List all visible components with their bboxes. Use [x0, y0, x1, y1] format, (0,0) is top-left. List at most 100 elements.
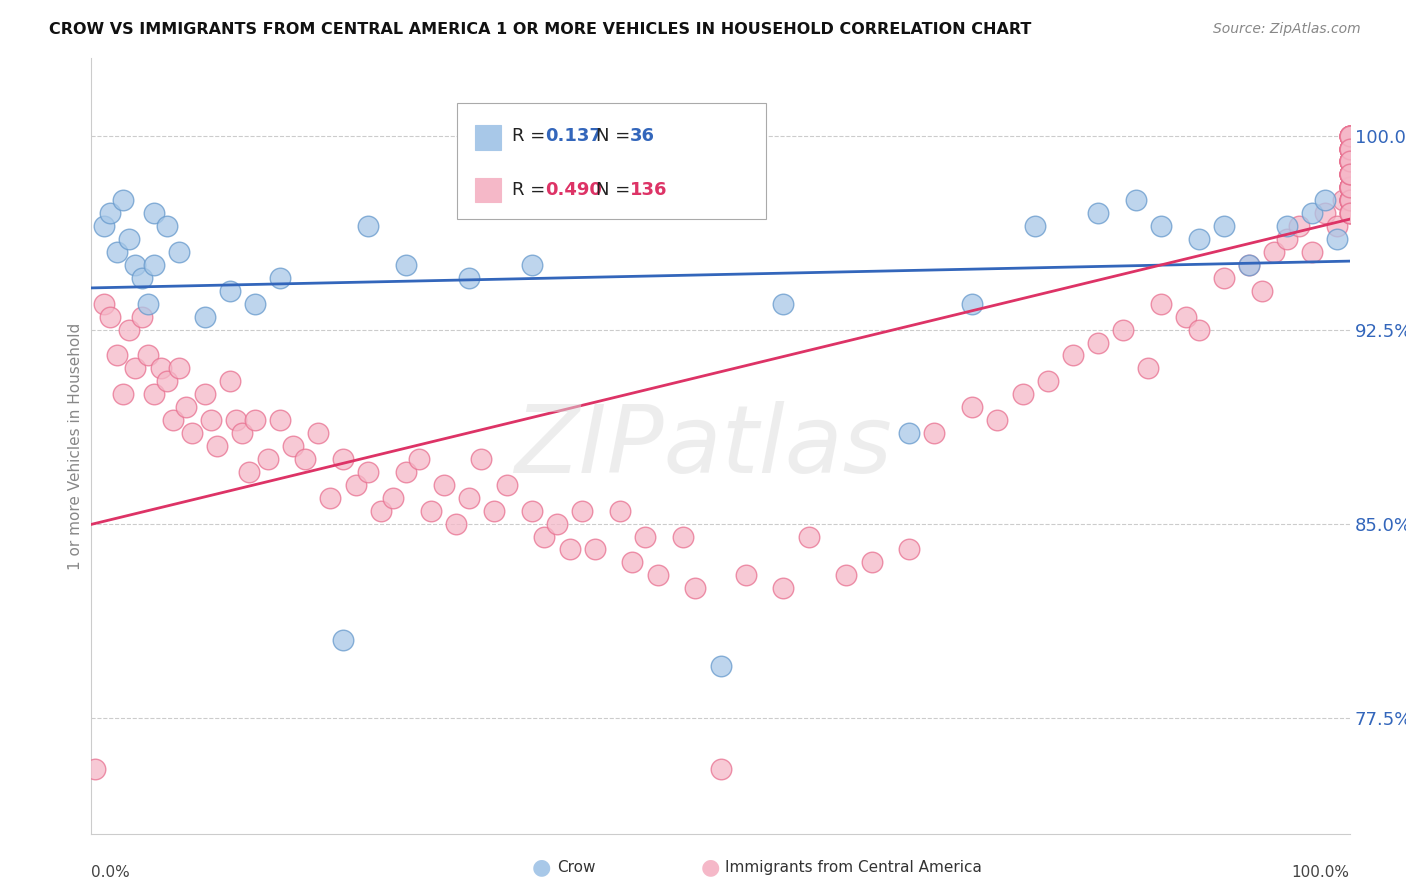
- Point: [1339, 180, 1361, 194]
- Point: [124, 258, 146, 272]
- Point: [1326, 232, 1348, 246]
- Point: [1024, 219, 1046, 233]
- Point: [1313, 193, 1336, 207]
- Point: [143, 258, 166, 272]
- Point: [609, 503, 631, 517]
- Point: [319, 491, 342, 505]
- Text: CROW VS IMMIGRANTS FROM CENTRAL AMERICA 1 OR MORE VEHICLES IN HOUSEHOLD CORRELAT: CROW VS IMMIGRANTS FROM CENTRAL AMERICA …: [49, 22, 1032, 37]
- Point: [1339, 154, 1361, 169]
- Point: [1275, 219, 1298, 233]
- Point: [174, 400, 197, 414]
- Point: [647, 568, 669, 582]
- Point: [546, 516, 568, 531]
- Point: [482, 503, 505, 517]
- Point: [1011, 387, 1033, 401]
- Point: [1339, 180, 1361, 194]
- Point: [1339, 154, 1361, 169]
- Point: [1339, 154, 1361, 169]
- Point: [898, 542, 921, 557]
- Point: [136, 296, 159, 310]
- Point: [169, 244, 191, 259]
- Point: [1339, 168, 1361, 182]
- Point: [1339, 206, 1361, 220]
- Point: [520, 258, 543, 272]
- Point: [986, 413, 1008, 427]
- Point: [1036, 374, 1059, 388]
- Text: 0.0%: 0.0%: [91, 865, 131, 880]
- Point: [860, 555, 883, 569]
- Point: [194, 310, 217, 324]
- Point: [962, 296, 984, 310]
- Point: [307, 425, 329, 440]
- Point: [1339, 154, 1361, 169]
- Point: [1150, 219, 1173, 233]
- Point: [1339, 168, 1361, 182]
- Point: [111, 193, 134, 207]
- Point: [685, 581, 707, 595]
- Point: [269, 270, 291, 285]
- Point: [1326, 219, 1348, 233]
- Point: [143, 387, 166, 401]
- Point: [1263, 244, 1285, 259]
- Point: [143, 206, 166, 220]
- Text: N =: N =: [596, 128, 636, 145]
- Point: [1339, 142, 1361, 156]
- Point: [924, 425, 946, 440]
- Point: [1339, 193, 1361, 207]
- Point: [231, 425, 253, 440]
- Point: [243, 413, 266, 427]
- Point: [709, 658, 731, 673]
- Point: [84, 762, 107, 776]
- Point: [1313, 206, 1336, 220]
- Point: [1339, 154, 1361, 169]
- Point: [1188, 322, 1211, 336]
- Point: [1339, 206, 1361, 220]
- Point: [200, 413, 222, 427]
- Point: [256, 451, 278, 466]
- Point: [1339, 142, 1361, 156]
- Text: 0.490: 0.490: [546, 181, 602, 199]
- Point: [1175, 310, 1198, 324]
- Point: [772, 296, 794, 310]
- Text: ●: ●: [700, 857, 720, 877]
- Point: [1339, 128, 1361, 143]
- Point: [169, 361, 191, 376]
- Point: [583, 542, 606, 557]
- Point: [98, 310, 121, 324]
- Point: [1339, 142, 1361, 156]
- Point: [93, 219, 115, 233]
- Point: [370, 503, 392, 517]
- Point: [98, 206, 121, 220]
- Text: ZIPatlas: ZIPatlas: [515, 401, 891, 491]
- Point: [1301, 244, 1323, 259]
- Point: [1339, 128, 1361, 143]
- Point: [1339, 154, 1361, 169]
- Point: [118, 322, 141, 336]
- Point: [1125, 193, 1147, 207]
- Point: [1237, 258, 1260, 272]
- Point: [105, 348, 128, 362]
- Point: [1275, 232, 1298, 246]
- Point: [797, 530, 820, 544]
- Point: [1212, 270, 1236, 285]
- Point: [634, 530, 657, 544]
- Point: [149, 361, 172, 376]
- Point: [1339, 128, 1361, 143]
- Point: [1339, 193, 1361, 207]
- Point: [281, 439, 304, 453]
- Point: [269, 413, 291, 427]
- Point: [194, 387, 217, 401]
- Point: [238, 465, 260, 479]
- Point: [111, 387, 134, 401]
- Point: [344, 477, 367, 491]
- Point: [332, 632, 354, 647]
- Point: [357, 219, 380, 233]
- Point: [105, 244, 128, 259]
- Point: [457, 491, 479, 505]
- Point: [382, 491, 405, 505]
- Point: [1301, 206, 1323, 220]
- Point: [470, 451, 492, 466]
- Point: [1339, 168, 1361, 182]
- Point: [1339, 180, 1361, 194]
- Point: [446, 516, 468, 531]
